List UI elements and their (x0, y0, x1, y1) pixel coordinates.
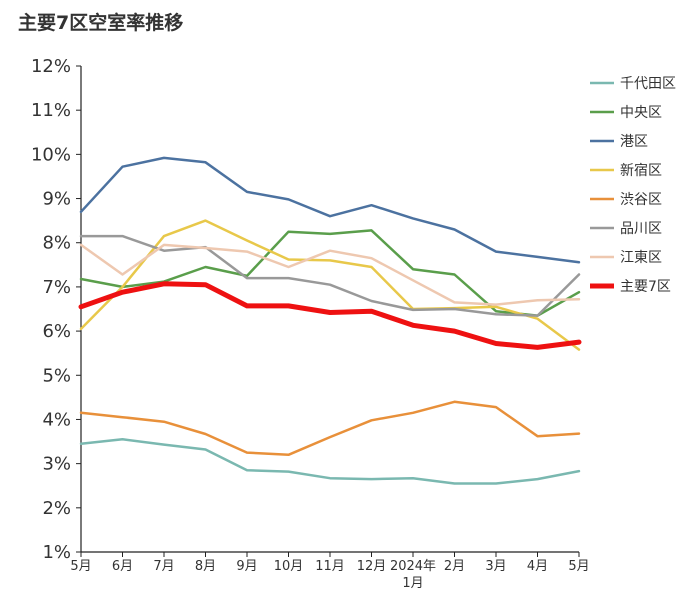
series-line-3 (79, 219, 581, 351)
x-tick-label: 2月 (444, 559, 465, 574)
legend-label: 港区 (620, 134, 648, 150)
chart-title: 主要7区空室率推移 (18, 12, 184, 34)
x-tick-label: 11月 (315, 559, 345, 574)
legend-label: 渋谷区 (620, 192, 662, 208)
x-tick-label: 9月 (236, 559, 257, 574)
x-tick-label: 2024年 (390, 559, 436, 574)
y-tick-label: 12% (31, 56, 71, 77)
x-tick-label: 8月 (195, 559, 216, 574)
y-tick-label: 5% (42, 365, 71, 386)
legend-label: 千代田区 (620, 76, 676, 92)
x-tick-label: 1月 (402, 576, 423, 591)
y-tick-label: 1% (42, 542, 71, 563)
y-tick-label: 11% (31, 100, 71, 121)
legend-label: 品川区 (620, 221, 662, 237)
x-tick-label: 10月 (274, 559, 304, 574)
series-line-6 (79, 243, 581, 306)
y-tick-label: 3% (42, 454, 71, 475)
x-tick-label: 4月 (527, 559, 548, 574)
series-line-5 (79, 234, 581, 317)
legend-label: 新宿区 (620, 162, 662, 179)
y-tick-label: 6% (42, 321, 71, 342)
y-tick-label: 7% (42, 277, 71, 298)
series-line-4 (79, 400, 581, 457)
y-tick-label: 8% (42, 233, 71, 254)
y-tick-label: 9% (42, 189, 71, 210)
legend-label: 江東区 (620, 250, 662, 266)
x-tick-label: 5月 (70, 559, 91, 574)
y-tick-label: 4% (42, 409, 71, 430)
y-tick-label: 10% (31, 144, 71, 165)
series-line-7 (78, 281, 582, 350)
legend-label: 主要7区 (620, 279, 671, 295)
x-tick-label: 5月 (568, 559, 589, 574)
y-tick-label: 2% (42, 498, 71, 519)
x-tick-label: 7月 (153, 559, 174, 574)
x-tick-label: 3月 (485, 559, 506, 574)
x-tick-label: 12月 (357, 559, 387, 574)
x-tick-label: 6月 (112, 559, 133, 574)
series-line-2 (79, 156, 581, 264)
series-line-0 (79, 438, 581, 485)
legend-label: 中央区 (620, 105, 662, 121)
